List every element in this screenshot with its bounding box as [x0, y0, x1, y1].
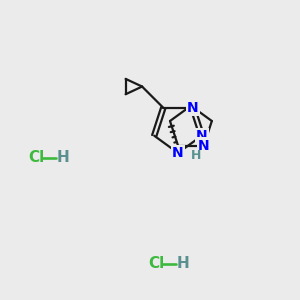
Text: H: H: [57, 151, 69, 166]
Text: N: N: [172, 146, 184, 160]
Text: Cl: Cl: [28, 151, 44, 166]
Text: H: H: [177, 256, 189, 272]
Text: N: N: [196, 129, 208, 143]
Text: Cl: Cl: [148, 256, 164, 272]
Text: N: N: [198, 139, 210, 153]
Text: H: H: [191, 149, 201, 162]
Text: N: N: [187, 101, 199, 115]
